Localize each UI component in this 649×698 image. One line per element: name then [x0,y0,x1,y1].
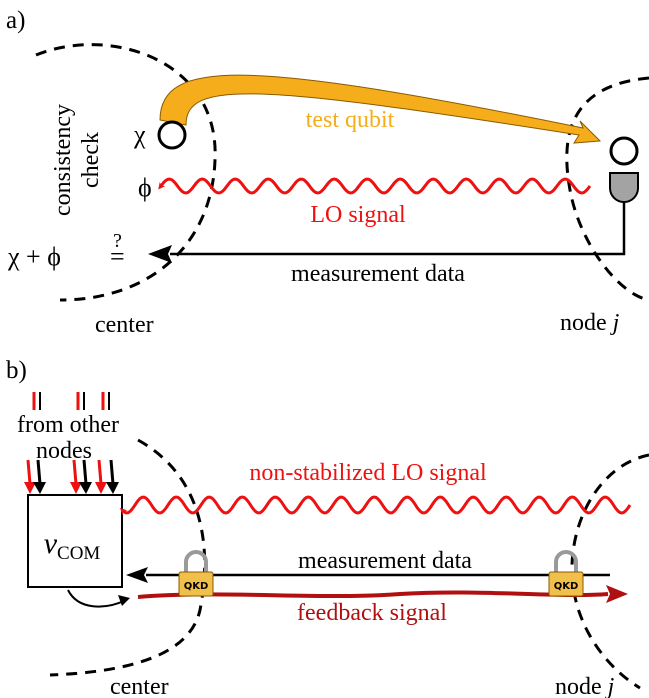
svg-text:consistency: consistency [50,104,76,216]
non-stabilized-label: non-stabilized LO signal [249,460,487,486]
feedback-loop-arrow [67,589,127,608]
vcom-label: vCOM [44,527,101,564]
svg-text:check: check [78,132,104,188]
qubit-node [609,136,639,166]
input-arrows [24,459,119,494]
nodes-label: nodes [36,438,92,464]
non-stabilized-lo-wave [120,495,632,516]
measurement-data-label-b: measurement data [298,548,472,574]
input-ticks-top [32,392,110,410]
center-label-a: center [95,312,154,338]
svg-text:QKD: QKD [184,581,209,592]
measurement-data-label-a: measurement data [291,261,465,287]
panel-b-label: b) [6,357,27,384]
feedback-loop-arrowhead [118,595,130,606]
equals-sign: = [110,242,125,271]
feedback-signal-arrowhead [606,585,628,603]
sum-expression: χ + ϕ [7,242,61,271]
detector-icon [609,172,639,203]
test-qubit-arrow [159,74,602,144]
from-other-label: from other [17,412,119,438]
panel-b: b) from other nodes [6,357,649,698]
measurement-data-arrowhead-a [148,245,172,263]
panel-a: a) consistency check test qubit χ ϕ LO s… [6,7,649,338]
qubit-center [157,120,187,150]
center-region-a [35,43,217,302]
consistency-check-label: consistency check [50,104,104,216]
question-mark: ? [113,230,122,252]
node-region-b [570,453,649,690]
panel-a-label: a) [6,7,25,34]
node-label-b: node j [555,674,615,698]
qkd-lock-left: QKD [178,550,214,597]
vcom-box [27,494,123,588]
svg-text:QKD: QKD [554,581,579,592]
measurement-data-line-a [170,202,626,256]
phi-symbol: ϕ [138,173,152,202]
center-label-b: center [110,674,169,698]
chi-symbol: χ [133,120,146,149]
node-label-a: node j [560,310,620,336]
lo-signal-label: LO signal [310,202,406,228]
qkd-lock-right: QKD [548,550,584,597]
node-region-a [565,76,649,302]
center-region-b [49,438,207,677]
measurement-data-arrowhead-b [126,567,148,583]
test-qubit-label: test qubit [306,107,395,133]
feedback-label: feedback signal [297,600,447,626]
lo-signal-wave [158,177,592,195]
